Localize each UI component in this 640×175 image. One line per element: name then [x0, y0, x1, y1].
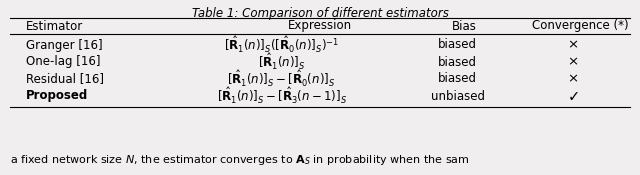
Text: biased: biased: [438, 38, 477, 51]
Text: Expression: Expression: [288, 19, 352, 33]
Text: Estimator: Estimator: [26, 19, 83, 33]
Text: $[\hat{\mathbf{R}}_1(n)]_S - [\hat{\mathbf{R}}_0(n)]_S$: $[\hat{\mathbf{R}}_1(n)]_S - [\hat{\math…: [227, 69, 336, 89]
Text: Proposed: Proposed: [26, 89, 88, 103]
Text: Bias: Bias: [452, 19, 477, 33]
Text: Convergence (*): Convergence (*): [532, 19, 628, 33]
Text: Granger [16]: Granger [16]: [26, 38, 102, 51]
Text: unbiased: unbiased: [431, 89, 484, 103]
Text: Residual [16]: Residual [16]: [26, 72, 104, 86]
Text: a fixed network size $N$, the estimator converges to $\mathbf{A}_S$ in probabili: a fixed network size $N$, the estimator …: [10, 153, 470, 167]
Text: Table 1: Comparison of different estimators: Table 1: Comparison of different estimat…: [191, 7, 449, 20]
Text: $[\hat{\mathbf{R}}_1(n)]_S$: $[\hat{\mathbf{R}}_1(n)]_S$: [258, 52, 305, 72]
Text: One-lag [16]: One-lag [16]: [26, 55, 100, 68]
Text: $\times$: $\times$: [567, 38, 579, 51]
Text: $[\hat{\mathbf{R}}_1(n)]_S - [\hat{\mathbf{R}}_3(n-1)]_S$: $[\hat{\mathbf{R}}_1(n)]_S - [\hat{\math…: [216, 86, 347, 106]
Text: biased: biased: [438, 55, 477, 68]
Text: $\times$: $\times$: [567, 72, 579, 86]
Text: $\times$: $\times$: [567, 55, 579, 68]
Text: biased: biased: [438, 72, 477, 86]
Text: $[\hat{\mathbf{R}}_1(n)]_S([\hat{\mathbf{R}}_0(n)]_S)^{-1}$: $[\hat{\mathbf{R}}_1(n)]_S([\hat{\mathbf…: [224, 35, 339, 55]
Text: $\checkmark$: $\checkmark$: [567, 89, 579, 103]
